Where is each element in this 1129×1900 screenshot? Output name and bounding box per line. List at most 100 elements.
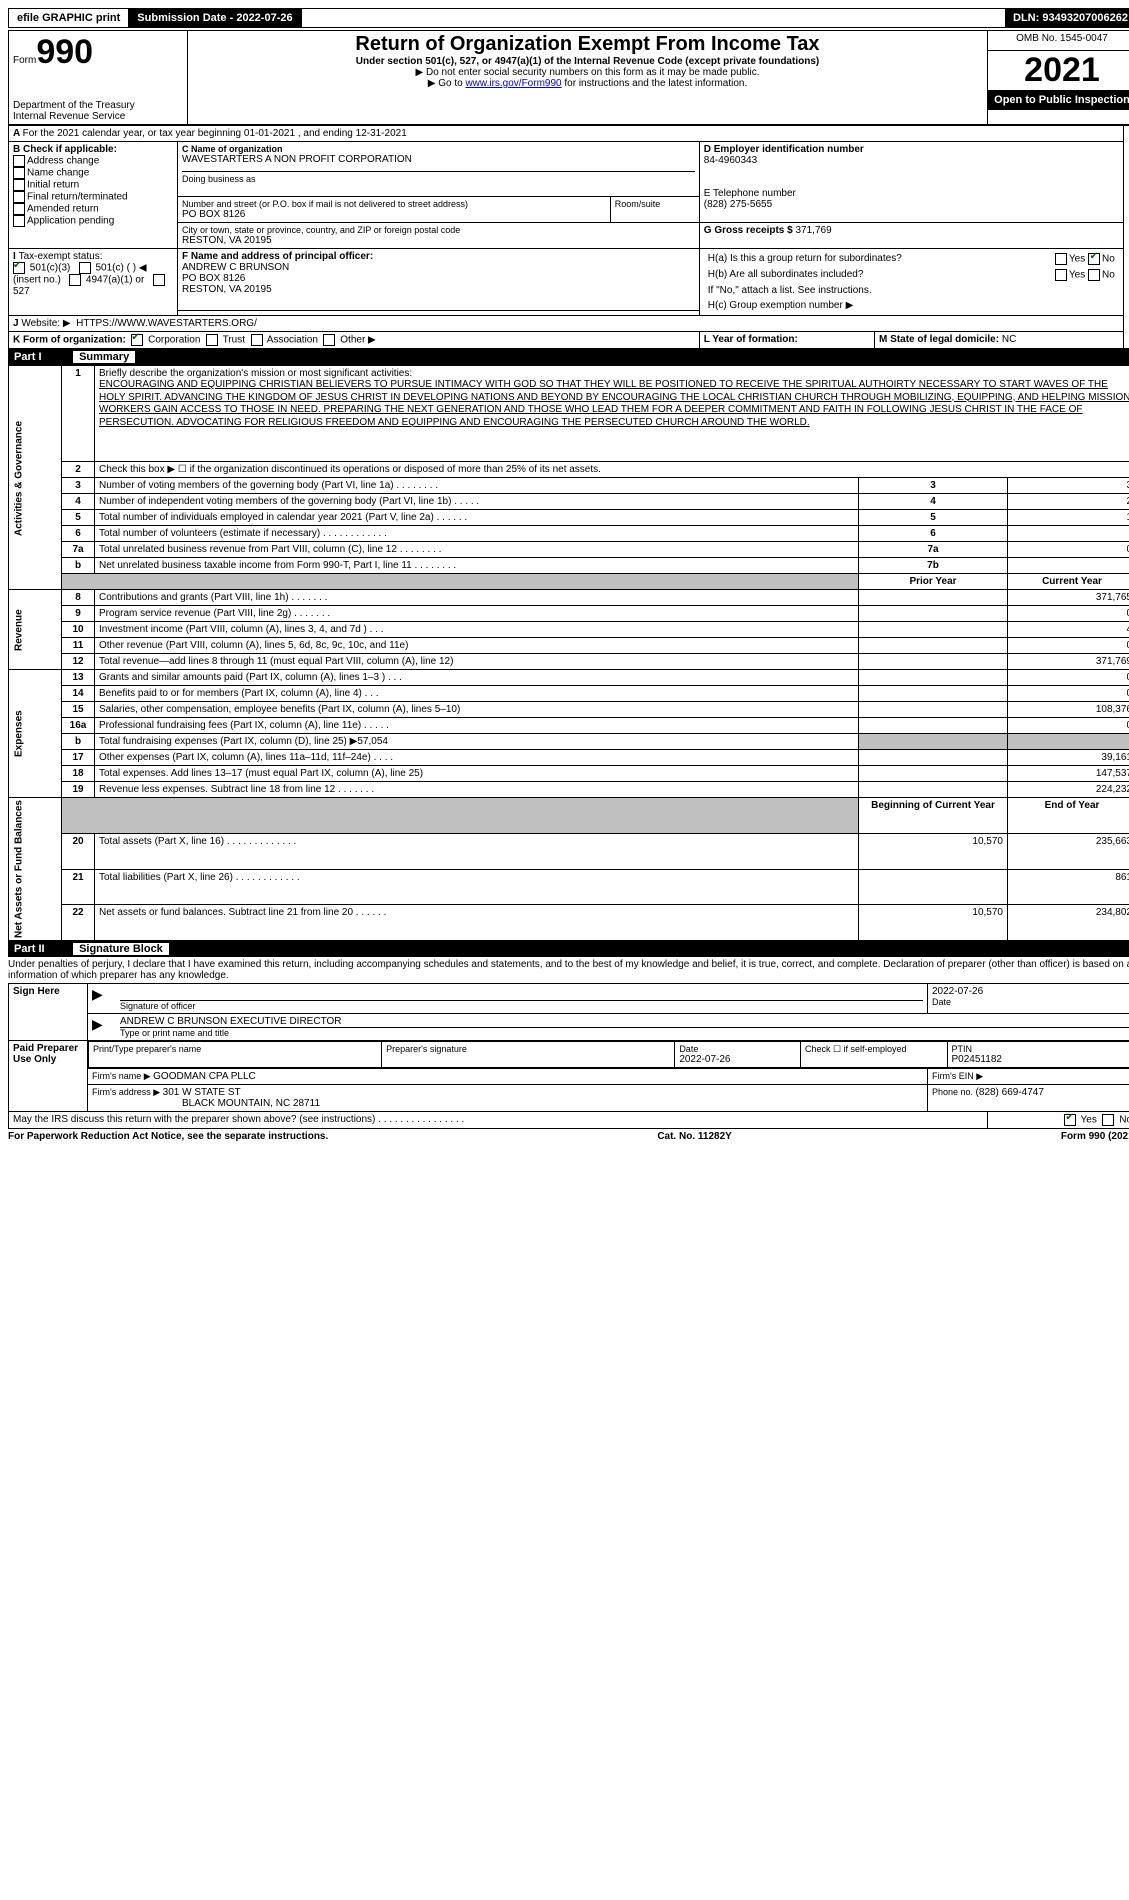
corp-checkbox[interactable] bbox=[131, 334, 143, 346]
amended-return-checkbox[interactable] bbox=[13, 203, 25, 215]
section-room: Room/suite bbox=[610, 197, 699, 223]
year-open-cell: 2021 Open to Public Inspection bbox=[988, 50, 1129, 124]
g-label: G Gross receipts $ bbox=[704, 225, 796, 236]
part1-title: Summary bbox=[73, 351, 135, 363]
officer-name: ANDREW C BRUNSON bbox=[182, 262, 695, 273]
line3-num: 3 bbox=[62, 478, 95, 494]
section-b: B Check if applicable: Address change Na… bbox=[9, 142, 178, 249]
sig-date-value: 2022-07-26 bbox=[932, 986, 1129, 997]
prep-date-label: Date bbox=[679, 1044, 796, 1054]
line7b-label: Net unrelated business taxable income fr… bbox=[95, 558, 859, 574]
assoc-checkbox[interactable] bbox=[251, 334, 263, 346]
footer-cat: Cat. No. 11282Y bbox=[657, 1131, 731, 1142]
penalties-statement: Under penalties of perjury, I declare th… bbox=[8, 957, 1129, 983]
rev-row-9: 9Program service revenue (Part VIII, lin… bbox=[9, 606, 1129, 622]
ag-row-7a: 7aTotal unrelated business revenue from … bbox=[9, 542, 1129, 558]
efile-print-button[interactable]: efile GRAPHIC print bbox=[9, 9, 129, 27]
application-pending-checkbox[interactable] bbox=[13, 215, 25, 227]
line12-num: 12 bbox=[62, 654, 95, 670]
ag-row-6: 6Total number of volunteers (estimate if… bbox=[9, 526, 1129, 542]
hb-yes-checkbox[interactable] bbox=[1055, 269, 1067, 281]
501c-checkbox[interactable] bbox=[79, 262, 91, 274]
omb-number: OMB No. 1545-0047 bbox=[988, 31, 1129, 51]
line7b-num: b bbox=[62, 558, 95, 574]
address-change-label: Address change bbox=[27, 156, 99, 167]
b-label: B Check if applicable: bbox=[13, 144, 173, 155]
section-f: F Name and address of principal officer:… bbox=[178, 249, 700, 311]
final-return-checkbox[interactable] bbox=[13, 191, 25, 203]
sig-arrow2-icon: ▶ bbox=[92, 1016, 103, 1032]
4947-checkbox[interactable] bbox=[69, 274, 81, 286]
rev-row-11: 11Other revenue (Part VIII, column (A), … bbox=[9, 638, 1129, 654]
net-row-20: 20Total assets (Part X, line 16) . . . .… bbox=[9, 833, 1129, 869]
line1-cell: Briefly describe the organization's miss… bbox=[95, 366, 1129, 462]
527-label: 527 bbox=[13, 286, 30, 297]
street-label: Number and street (or P.O. box if mail i… bbox=[182, 199, 606, 209]
line22-num: 22 bbox=[62, 905, 95, 941]
line4-box: 4 bbox=[859, 494, 1008, 510]
ag-row-5: 5Total number of individuals employed in… bbox=[9, 510, 1129, 526]
discuss-yes-checkbox[interactable] bbox=[1064, 1114, 1076, 1126]
firm-name-label: Firm's name ▶ bbox=[92, 1071, 153, 1081]
c-label: C Name of organization bbox=[182, 144, 695, 154]
line-a: A For the 2021 calendar year, or tax yea… bbox=[9, 126, 1124, 142]
open-to-public: Open to Public Inspection bbox=[988, 90, 1129, 110]
ha-yes-label: Yes bbox=[1069, 254, 1085, 265]
name-change-checkbox[interactable] bbox=[13, 167, 25, 179]
527-checkbox[interactable] bbox=[153, 274, 165, 286]
prep-sig-cell: Preparer's signature bbox=[382, 1042, 675, 1068]
sig-date-label: Date bbox=[932, 997, 1129, 1007]
k-label: K Form of organization: bbox=[13, 335, 126, 346]
tax-year: 2021 bbox=[988, 51, 1129, 90]
sign-here-label: Sign Here bbox=[9, 984, 88, 1041]
line13-label: Grants and similar amounts paid (Part IX… bbox=[95, 670, 859, 686]
line16a-num: 16a bbox=[62, 718, 95, 734]
line18-curr: 147,537 bbox=[1008, 766, 1129, 782]
line11-label: Other revenue (Part VIII, column (A), li… bbox=[95, 638, 859, 654]
initial-return-checkbox[interactable] bbox=[13, 179, 25, 191]
line7a-num: 7a bbox=[62, 542, 95, 558]
city-label: City or town, state or province, country… bbox=[182, 225, 695, 235]
form-title-cell: Return of Organization Exempt From Incom… bbox=[188, 31, 988, 125]
initial-return-label: Initial return bbox=[27, 180, 79, 191]
section-d-e: D Employer identification number 84-4960… bbox=[699, 142, 1123, 223]
form-title: Return of Organization Exempt From Incom… bbox=[192, 33, 983, 56]
firm-name-value: GOODMAN CPA PLLC bbox=[153, 1071, 256, 1082]
exp-row-19: 19Revenue less expenses. Subtract line 1… bbox=[9, 782, 1129, 798]
trust-label: Trust bbox=[223, 335, 245, 346]
discuss-no-checkbox[interactable] bbox=[1102, 1114, 1114, 1126]
hb-no-checkbox[interactable] bbox=[1088, 269, 1100, 281]
501c3-checkbox[interactable] bbox=[13, 262, 25, 274]
other-checkbox[interactable] bbox=[323, 334, 335, 346]
ha-yes-checkbox[interactable] bbox=[1055, 253, 1067, 265]
begin-year-header: Beginning of Current Year bbox=[859, 798, 1008, 834]
line16a-label: Professional fundraising fees (Part IX, … bbox=[95, 718, 859, 734]
section-c-name: C Name of organization WAVESTARTERS A NO… bbox=[178, 142, 700, 197]
gross-receipts: 371,769 bbox=[795, 225, 831, 236]
j-label: Website: ▶ bbox=[21, 318, 70, 329]
section-m: M State of legal domicile: NC bbox=[875, 332, 1124, 349]
line13-num: 13 bbox=[62, 670, 95, 686]
officer-printed-name: ANDREW C BRUNSON EXECUTIVE DIRECTOR bbox=[120, 1016, 1129, 1028]
firm-phone-label: Phone no. bbox=[932, 1087, 976, 1097]
irs-gov-link[interactable]: www.irs.gov/Form990 bbox=[465, 78, 561, 89]
address-change-checkbox[interactable] bbox=[13, 155, 25, 167]
mission-text: ENCOURAGING AND EQUIPPING CHRISTIAN BELI… bbox=[99, 379, 1129, 429]
exp-row-17: 17Other expenses (Part IX, column (A), l… bbox=[9, 750, 1129, 766]
section-g: G Gross receipts $ 371,769 bbox=[699, 223, 1123, 249]
submission-date-button[interactable]: Submission Date - 2022-07-26 bbox=[129, 9, 301, 27]
trust-checkbox[interactable] bbox=[206, 334, 218, 346]
line21-label: Total liabilities (Part X, line 26) . . … bbox=[95, 869, 859, 905]
prep-name-label: Print/Type preparer's name bbox=[93, 1044, 377, 1054]
line14-prior bbox=[859, 686, 1008, 702]
dln-display: DLN: 93493207006262 bbox=[1005, 9, 1129, 27]
rev-row-12: 12Total revenue—add lines 8 through 11 (… bbox=[9, 654, 1129, 670]
line16a-curr: 0 bbox=[1008, 718, 1129, 734]
submission-date-label: Submission Date - bbox=[137, 12, 236, 24]
line12-prior bbox=[859, 654, 1008, 670]
firm-phone-value: (828) 669-4747 bbox=[976, 1087, 1044, 1098]
officer-addr2: RESTON, VA 20195 bbox=[182, 284, 695, 295]
part2-header: Part II Signature Block bbox=[8, 941, 1129, 957]
ha-no-checkbox[interactable] bbox=[1088, 253, 1100, 265]
line20-label: Total assets (Part X, line 16) . . . . .… bbox=[95, 833, 859, 869]
